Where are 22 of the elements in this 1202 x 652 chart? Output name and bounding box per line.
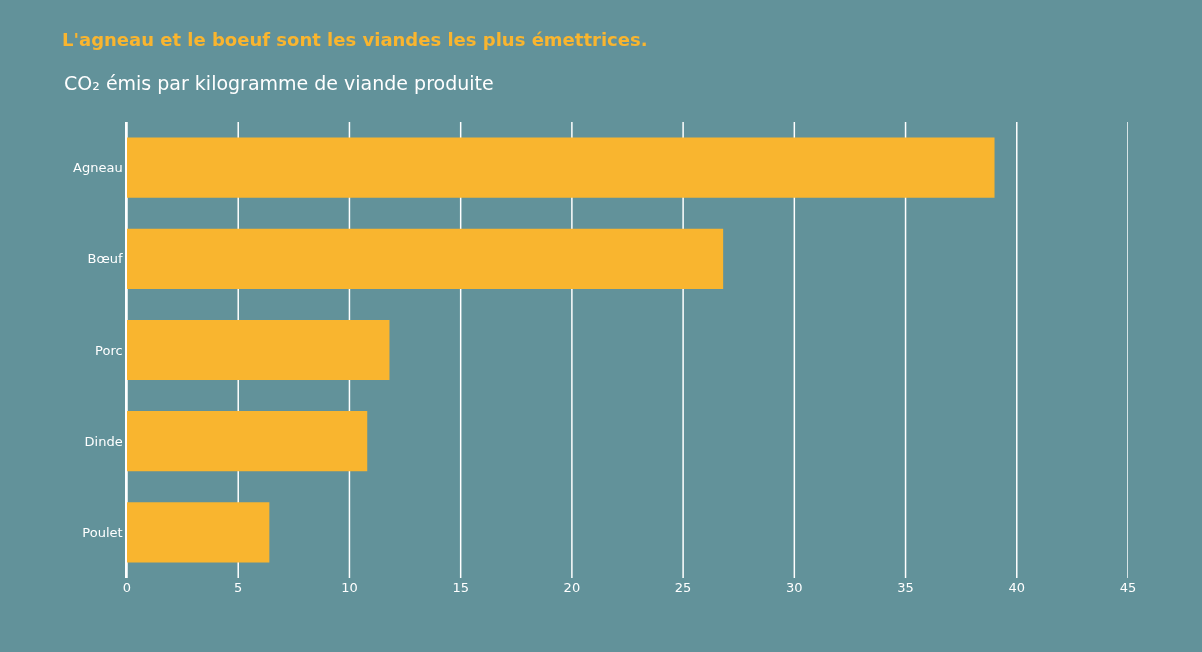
x-tick-label: 15 — [452, 580, 469, 595]
chart-title: L'agneau et le boeuf sont les viandes les plus émettrices. — [62, 29, 648, 51]
x-tick-label: 5 — [234, 580, 243, 595]
y-tick-label: Porc — [95, 342, 123, 358]
x-tick-label: 35 — [897, 580, 914, 595]
x-tick-label: 10 — [341, 580, 358, 595]
chart-subtitle: CO₂ émis par kilogramme de viande produite — [64, 72, 494, 94]
x-tick-label: 0 — [122, 580, 132, 595]
bar — [127, 502, 270, 563]
x-tick-label: 40 — [1008, 580, 1026, 595]
x-tick-label: 25 — [674, 580, 692, 595]
bar — [127, 319, 390, 381]
y-tick-label: Poulet — [82, 524, 123, 540]
y-tick-label: Agneau — [73, 160, 123, 176]
y-tick-label: Dinde — [84, 433, 123, 449]
x-tick-label: 45 — [1119, 580, 1137, 595]
x-tick-label: 30 — [786, 580, 803, 595]
y-tick-label: Bœuf — [87, 251, 124, 267]
bar — [127, 137, 995, 198]
bar — [127, 228, 724, 289]
x-tick-label: 20 — [563, 580, 581, 595]
bar — [127, 411, 368, 472]
